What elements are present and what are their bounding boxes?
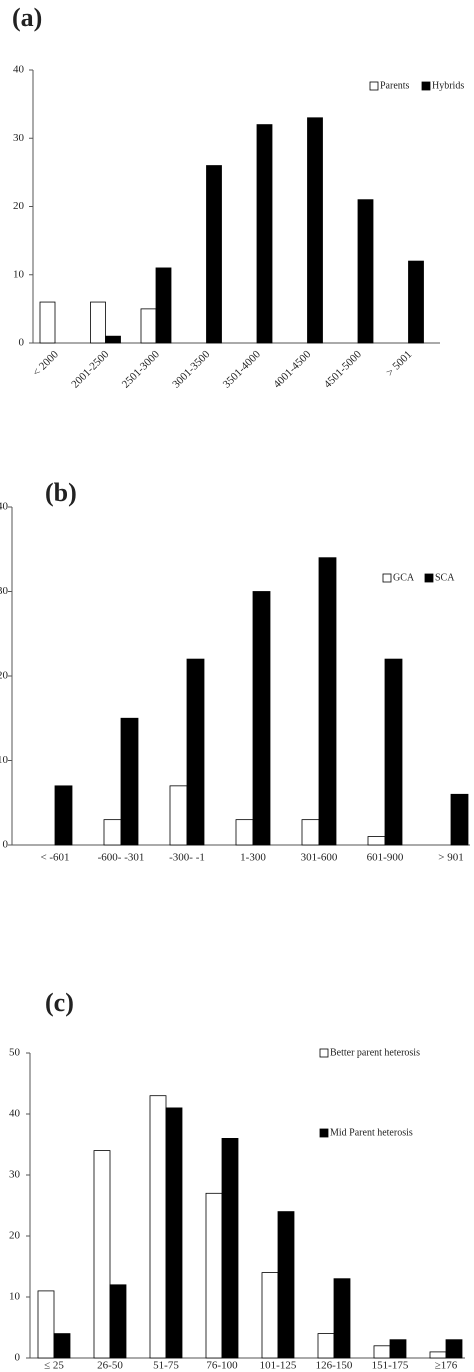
y-tick-label: 40 — [13, 64, 25, 76]
panel-label: (c) — [45, 988, 74, 1017]
bar — [333, 1278, 351, 1359]
legend-label: Parents — [380, 80, 410, 91]
x-tick-label: 2501-3000 — [120, 348, 163, 391]
x-tick-label: 101-125 — [260, 1360, 297, 1372]
bar — [450, 793, 469, 846]
x-tick-label: -600- -301 — [98, 852, 145, 864]
bar — [37, 1290, 55, 1359]
x-tick-label: < 2000 — [31, 348, 62, 379]
x-tick-label: 601-900 — [367, 852, 404, 864]
x-tick-label: > 5001 — [384, 348, 414, 378]
legend-swatch — [319, 1128, 329, 1138]
x-tick-label: 4501-5000 — [322, 348, 365, 391]
legend-label: Mid Parent heterosis — [330, 1127, 413, 1138]
legend-label: Hybrids — [432, 80, 464, 91]
x-tick-label: 4001-4500 — [271, 348, 314, 391]
legend-swatch — [382, 573, 392, 583]
bar — [109, 1284, 127, 1359]
x-tick-label: 126-150 — [316, 1360, 353, 1372]
x-tick-label: 26-50 — [97, 1360, 123, 1372]
y-tick-label: 40 — [0, 501, 9, 513]
bar — [206, 165, 222, 344]
bar — [367, 836, 386, 846]
x-tick-label: 76-100 — [206, 1360, 238, 1372]
y-tick-label: 20 — [0, 670, 9, 682]
y-tick-label: 30 — [9, 1169, 21, 1181]
x-tick-label: 301-600 — [301, 852, 338, 864]
bar — [301, 819, 320, 846]
legend-label: Better parent heterosis — [330, 1047, 420, 1058]
bar — [408, 260, 424, 344]
y-tick-label: 20 — [9, 1230, 21, 1242]
bar — [53, 1333, 71, 1359]
y-tick-label: 10 — [13, 268, 25, 280]
bar — [165, 1107, 183, 1359]
y-tick-label: 10 — [9, 1291, 21, 1303]
y-tick-label: 0 — [15, 1352, 21, 1364]
y-tick-label: 10 — [0, 754, 9, 766]
bar — [235, 819, 254, 846]
x-tick-label: 3501-4000 — [221, 348, 264, 391]
panel-label: (b) — [45, 478, 77, 507]
x-tick-label: > 901 — [438, 852, 463, 864]
bar — [149, 1095, 167, 1359]
bar — [373, 1345, 391, 1359]
bar — [205, 1192, 223, 1359]
legend-label: GCA — [393, 572, 415, 583]
y-tick-label: 30 — [0, 585, 9, 597]
x-tick-label: 151-175 — [372, 1360, 409, 1372]
bar — [90, 301, 106, 344]
legend-swatch — [421, 81, 431, 91]
legend-label: SCA — [435, 572, 455, 583]
bar — [261, 1272, 279, 1359]
bar — [93, 1150, 111, 1359]
panel-label: (a) — [12, 3, 42, 32]
x-tick-label: -300- -1 — [169, 852, 205, 864]
bar — [252, 591, 271, 846]
x-tick-label: 3001-3500 — [170, 348, 213, 391]
x-tick-label: ≤ 25 — [44, 1360, 64, 1372]
bar — [357, 199, 374, 344]
bar — [120, 717, 139, 846]
y-tick-label: 50 — [9, 1047, 21, 1059]
bar — [307, 117, 323, 344]
bar — [445, 1339, 463, 1359]
y-tick-label: 20 — [13, 200, 25, 212]
x-tick-label: < -601 — [40, 852, 69, 864]
x-tick-label: 51-75 — [153, 1360, 179, 1372]
bar — [384, 658, 403, 846]
legend-swatch — [424, 573, 434, 583]
bar — [103, 819, 122, 846]
bar — [318, 557, 337, 846]
bar — [39, 301, 56, 344]
bar — [186, 658, 205, 846]
legend-swatch — [369, 81, 379, 91]
bar — [221, 1138, 239, 1359]
bar — [155, 267, 172, 344]
bar — [389, 1339, 407, 1359]
legend-swatch — [319, 1048, 329, 1058]
bar — [256, 124, 273, 344]
bar — [169, 785, 188, 846]
bar — [105, 335, 121, 344]
y-tick-label: 0 — [3, 839, 9, 851]
bar — [277, 1211, 295, 1359]
y-tick-label: 30 — [13, 132, 25, 144]
x-tick-label: 1-300 — [240, 852, 266, 864]
bar — [54, 785, 73, 846]
bar — [140, 308, 157, 344]
bar — [429, 1351, 447, 1359]
x-tick-label: 2001-2500 — [69, 348, 112, 391]
y-tick-label: 0 — [19, 337, 25, 349]
bar — [317, 1333, 335, 1359]
x-tick-label: ≥176 — [435, 1360, 458, 1372]
y-tick-label: 40 — [9, 1108, 21, 1120]
